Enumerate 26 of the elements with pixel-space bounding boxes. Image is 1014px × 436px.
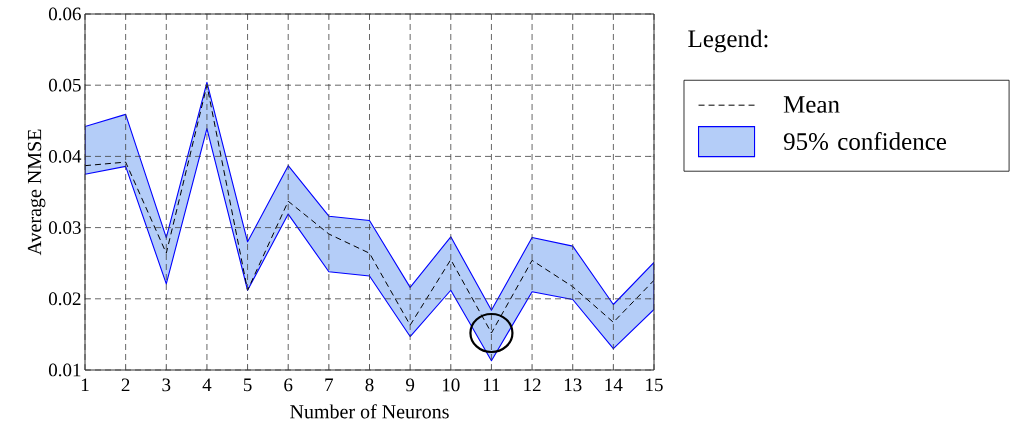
y-tick-label: 0.01 [48,363,81,377]
text: 95% confidence [783,132,947,151]
x-tick-label: 3 [162,378,171,392]
x-tick-label: 4 [202,378,212,392]
y-tick-label: 0.06 [48,7,81,21]
y-tick-label: 0.05 [48,78,81,92]
y-tick-label: 0.04 [48,149,82,163]
x-axis-title: Number of Neurons [290,404,449,419]
legend-label: Mean [783,96,840,113]
x-tick-label: 14 [605,378,623,392]
x-tick-label: 12 [524,378,541,392]
x-tick-label: 5 [243,378,252,392]
x-tick-label: 2 [121,378,130,392]
x-tick-label: 1 [81,378,89,392]
y-tick-label: 0.02 [48,292,81,306]
x-tick-label: 13 [564,378,582,392]
legend-title: Legend: [688,29,768,53]
x-tick-label: 15 [646,378,663,392]
x-tick-label: 9 [406,378,415,392]
x-tick-label: 10 [442,378,460,392]
x-tick-label: 6 [284,378,293,392]
x-tick-label: 11 [483,378,500,392]
y-tick-label: 0.03 [48,221,81,235]
x-tick-label: 8 [365,378,374,392]
y-axis-title: Average NMSE [27,129,46,256]
x-tick-label: 7 [325,378,334,391]
